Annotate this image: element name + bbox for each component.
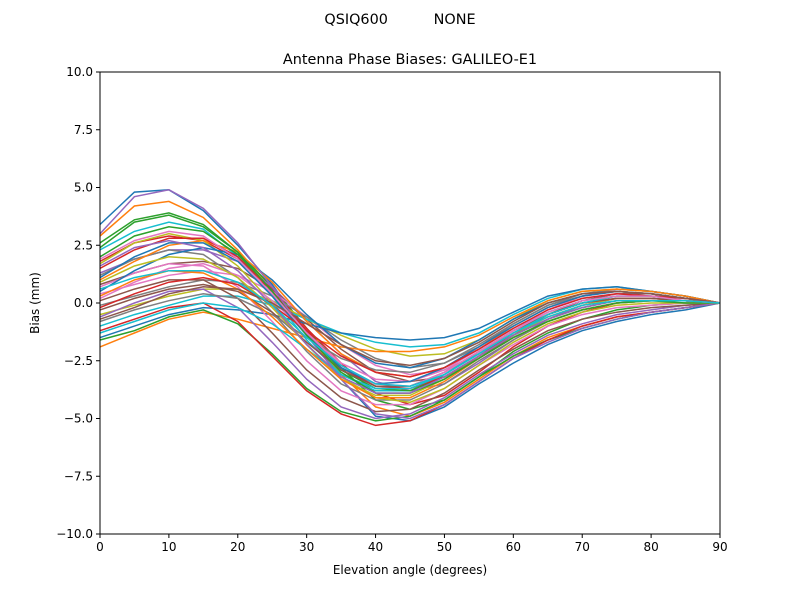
figure-suptitle: QSIQ600 NONE — [324, 12, 475, 28]
series-line-38 — [99, 269, 721, 387]
y-tick-label: −7.5 — [64, 469, 93, 483]
series-line-34 — [99, 276, 721, 378]
x-axis-label: Elevation angle (degrees) — [333, 563, 487, 577]
series-line-36 — [99, 286, 721, 367]
x-tick-label: 80 — [643, 540, 658, 554]
x-tick-label: 20 — [230, 540, 245, 554]
x-tick-label: 0 — [96, 540, 104, 554]
y-tick-label: 7.5 — [74, 123, 93, 137]
series-line-16 — [99, 279, 721, 413]
y-tick-label: 5.0 — [74, 181, 93, 195]
series-line-15 — [99, 288, 721, 420]
x-tick-label: 60 — [506, 540, 521, 554]
series-line-29 — [99, 256, 720, 404]
y-tick-label: 0.0 — [74, 296, 93, 310]
x-tick-label: 90 — [712, 540, 727, 554]
series-line-17 — [99, 262, 720, 406]
y-axis-label: Bias (mm) — [28, 272, 42, 334]
y-tick-label: −5.0 — [64, 412, 93, 426]
x-axis: 0 10 20 30 40 50 60 70 80 90 — [96, 534, 728, 554]
series-lines — [99, 189, 721, 427]
x-tick-label: 70 — [575, 540, 590, 554]
chart-title: Antenna Phase Biases: GALILEO-E1 — [283, 52, 537, 68]
y-tick-label: 10.0 — [66, 65, 93, 79]
y-axis: −10.0 −7.5 −5.0 −2.5 0.0 2.5 5.0 7.5 10.0 — [56, 65, 100, 541]
series-line-12 — [99, 288, 721, 353]
series-line-25 — [99, 189, 721, 420]
y-tick-label: 2.5 — [74, 238, 93, 252]
y-tick-label: −2.5 — [64, 354, 93, 368]
x-tick-label: 30 — [299, 540, 314, 554]
x-tick-label: 10 — [161, 540, 176, 554]
y-tick-label: −10.0 — [56, 527, 93, 541]
x-tick-label: 50 — [437, 540, 452, 554]
x-tick-label: 40 — [368, 540, 383, 554]
plot-frame — [99, 71, 721, 535]
series-line-11 — [99, 286, 721, 341]
